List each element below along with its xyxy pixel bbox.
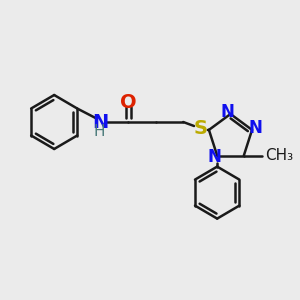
Text: N: N — [207, 148, 221, 166]
Text: H: H — [94, 124, 105, 140]
Text: N: N — [220, 103, 235, 121]
Text: S: S — [194, 119, 208, 139]
Text: N: N — [248, 119, 262, 137]
Text: N: N — [92, 112, 109, 131]
Text: O: O — [120, 92, 136, 112]
Text: CH₃: CH₃ — [266, 148, 294, 163]
